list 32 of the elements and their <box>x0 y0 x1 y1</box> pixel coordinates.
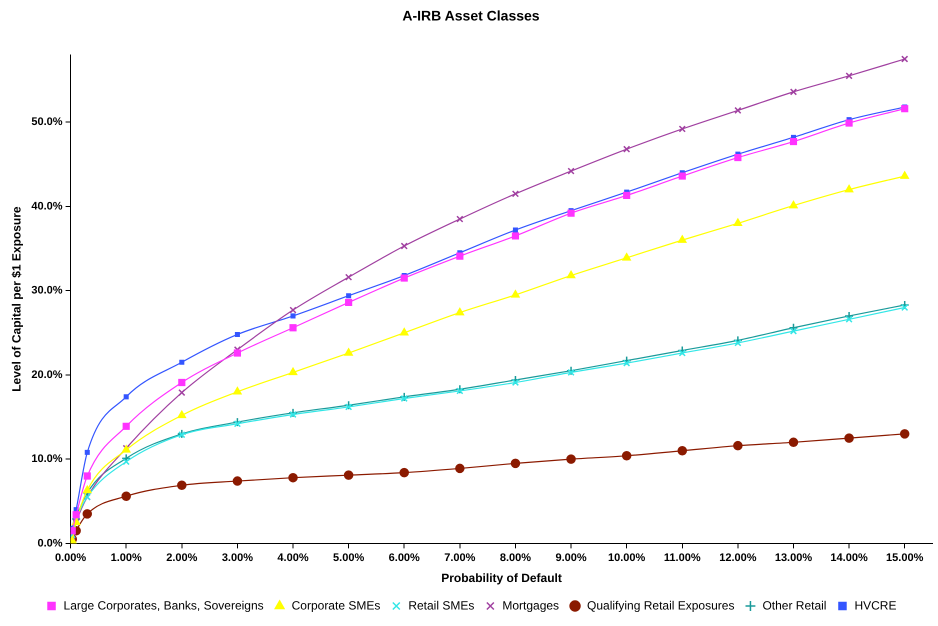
y-tick-label: 30.0% <box>31 284 63 297</box>
y-tick-label: 40.0% <box>31 200 63 212</box>
legend-label: Corporate SMEs <box>292 598 380 612</box>
x-tick-label: 11.00% <box>664 552 701 564</box>
x-tick-label: 9.00% <box>555 552 587 564</box>
y-tick-label: 20.0% <box>31 368 63 381</box>
x-axis-title: Probability of Default <box>441 571 562 586</box>
legend-label: Qualifying Retail Exposures <box>587 598 734 612</box>
x-tick-label: 12.00% <box>719 552 757 564</box>
y-axis-title: Level of Capital per $1 Exposure <box>10 206 24 392</box>
x-tick-label: 2.00% <box>166 552 198 564</box>
y-tick-label: 10.0% <box>31 453 63 466</box>
y-tick-label: 50.0% <box>31 116 63 128</box>
x-tick-label: 0.00% <box>54 552 86 564</box>
x-tick-label: 14.00% <box>830 552 868 564</box>
x-tick-label: 13.00% <box>774 552 812 564</box>
legend-label: Mortgages <box>502 598 560 612</box>
chart-title: A-IRB Asset Classes <box>402 7 540 24</box>
x-tick-label: 4.00% <box>277 552 309 564</box>
legend-label: Retail SMEs <box>408 598 474 612</box>
x-tick-label: 3.00% <box>222 552 254 564</box>
x-tick-label: 7.00% <box>444 552 476 564</box>
y-tick-label: 0.0% <box>38 537 63 550</box>
x-tick-label: 8.00% <box>500 552 532 564</box>
legend-label: Large Corporates, Banks, Sovereigns <box>64 598 264 612</box>
legend-label: HVCRE <box>854 598 896 612</box>
x-tick-label: 15.00% <box>886 552 924 564</box>
legend-label: Other Retail <box>762 598 826 612</box>
x-tick-label: 1.00% <box>110 552 142 564</box>
x-tick-label: 5.00% <box>333 552 364 564</box>
x-tick-label: 6.00% <box>388 552 420 564</box>
x-tick-label: 10.00% <box>608 552 646 564</box>
